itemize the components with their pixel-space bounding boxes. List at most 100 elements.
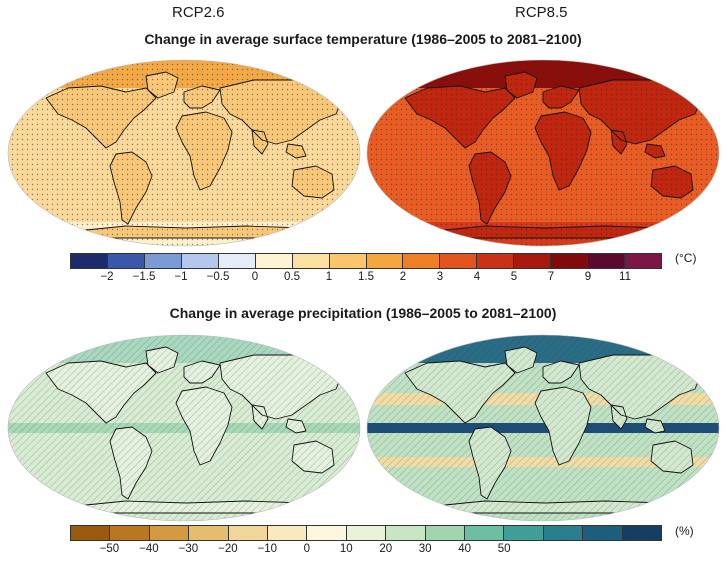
coastline-europe	[542, 360, 580, 384]
map-outline	[7, 334, 361, 522]
colorbar-tick-label: 0.5	[284, 271, 300, 283]
colorbar-tick-label: 1.5	[358, 271, 374, 283]
hatching-overlay	[367, 335, 719, 521]
coastline-seAsia	[285, 143, 307, 159]
coastline-southAmerica	[468, 151, 512, 225]
coastline-seAsia	[644, 143, 666, 159]
coastline-australia	[650, 440, 694, 474]
coastline-seAsia	[285, 418, 307, 434]
colorbar-tick-label: −0.5	[206, 271, 230, 283]
temperature-colorbar	[70, 253, 662, 269]
coastline-india	[610, 404, 628, 430]
colorbar-swatch	[622, 526, 662, 540]
coastline-southAmerica	[468, 426, 512, 500]
coastline-australia	[650, 165, 694, 199]
colorbar-tick-label: 11	[619, 271, 631, 283]
precipitation-unit: (%)	[675, 524, 694, 538]
coastline-greenland	[145, 71, 179, 99]
colorbar-tick-label: −1	[174, 271, 188, 283]
temperature-unit: (°C)	[675, 251, 697, 265]
colorbar-tick-label: 5	[510, 271, 518, 283]
colorbar-swatch	[292, 254, 330, 268]
colorbar-tick-label: 0	[251, 271, 259, 283]
colorbar-tick-label: 2	[399, 271, 407, 283]
colorbar-swatch	[329, 254, 367, 268]
coastline-northAmerica	[45, 85, 157, 149]
coastline-northAmerica	[404, 85, 516, 149]
colorbar-swatch	[583, 526, 623, 540]
colorbar-swatch	[189, 526, 229, 540]
coastline-australia	[291, 440, 335, 474]
colorbar-swatch	[149, 526, 190, 540]
colorbar-swatch	[588, 254, 626, 268]
colorbar-swatch	[71, 526, 111, 540]
colorbar-tick-label: −10	[257, 543, 278, 555]
coastline-africa	[175, 111, 233, 191]
map-temperature-rcp26	[6, 58, 362, 248]
colorbar-tick-label: 10	[339, 543, 353, 555]
coastline-africa	[534, 111, 592, 191]
colorbar-tick-label: 0	[303, 543, 310, 555]
coastline-greenland	[145, 346, 179, 374]
stippling-overlay	[8, 60, 360, 246]
colorbar-swatch	[403, 254, 441, 268]
scenario-label-rcp85: RCP8.5	[515, 4, 568, 21]
coastline-northAmerica	[404, 360, 516, 424]
colorbar-swatch	[107, 254, 145, 268]
colorbar-swatch	[625, 254, 661, 268]
coastline-southAmerica	[109, 426, 153, 500]
colorbar-tick-label: 3	[436, 271, 444, 283]
colorbar-tick-label: −30	[178, 543, 199, 555]
colorbar-swatch	[228, 526, 269, 540]
colorbar-tick-label: −40	[139, 543, 159, 555]
coastline-africa	[175, 386, 233, 466]
precipitation-colorbar-ticks: −50 −40 −30 −20 −10 0 10 20 30 40 50	[70, 543, 662, 561]
coastline-india	[251, 404, 269, 430]
map-precipitation-rcp26	[6, 333, 362, 523]
map-temperature-rcp85	[365, 58, 721, 248]
colorbar-swatch	[71, 254, 108, 268]
map-outline	[7, 59, 361, 247]
scenario-label-rcp26: RCP2.6	[172, 4, 225, 21]
coastline-greenland	[504, 346, 538, 374]
colorbar-tick-label: −1.5	[132, 271, 156, 283]
colorbar-swatch	[551, 254, 589, 268]
colorbar-swatch	[504, 526, 544, 540]
colorbar-tick-label: 1	[325, 271, 333, 283]
colorbar-swatch	[346, 526, 387, 540]
colorbar-tick-label: 9	[584, 271, 592, 283]
map-outline	[366, 334, 720, 522]
map-outline	[366, 59, 720, 247]
colorbar-swatch	[465, 526, 505, 540]
map-precipitation-rcp85	[365, 333, 721, 523]
colorbar-swatch	[386, 526, 426, 540]
colorbar-swatch	[440, 254, 478, 268]
coastline-seAsia	[644, 418, 666, 434]
coastline-africa	[534, 386, 592, 466]
colorbar-swatch	[366, 254, 404, 268]
colorbar-tick-label: 20	[379, 543, 393, 555]
coastline-india	[251, 129, 269, 155]
colorbar-swatch	[477, 254, 515, 268]
coastline-australia	[291, 165, 335, 199]
colorbar-tick-label: 7	[547, 271, 555, 283]
precipitation-colorbar	[70, 525, 662, 541]
colorbar-swatch	[543, 526, 584, 540]
precipitation-title: Change in average precipitation (1986–20…	[169, 305, 557, 321]
colorbar-tick-label: 30	[418, 543, 432, 555]
colorbar-swatch	[144, 254, 182, 268]
colorbar-tick-label: −2	[100, 271, 114, 283]
coastline-europe	[183, 85, 221, 109]
coastline-southAmerica	[109, 151, 153, 225]
colorbar-swatch	[110, 526, 150, 540]
colorbar-tick-label: −20	[218, 543, 238, 555]
colorbar-swatch	[307, 526, 347, 540]
temperature-colorbar-ticks: −2 −1.5 −1 −0.5 0 0.5 1 1.5 2 3 4 5 7 9 11	[70, 271, 662, 289]
colorbar-tick-label: −50	[99, 543, 120, 555]
colorbar-tick-label: 4	[473, 271, 481, 283]
colorbar-swatch	[255, 254, 293, 268]
colorbar-tick-label: 40	[458, 543, 472, 555]
hatching-overlay	[8, 335, 360, 521]
colorbar-swatch	[425, 526, 466, 540]
colorbar-swatch	[514, 254, 552, 268]
